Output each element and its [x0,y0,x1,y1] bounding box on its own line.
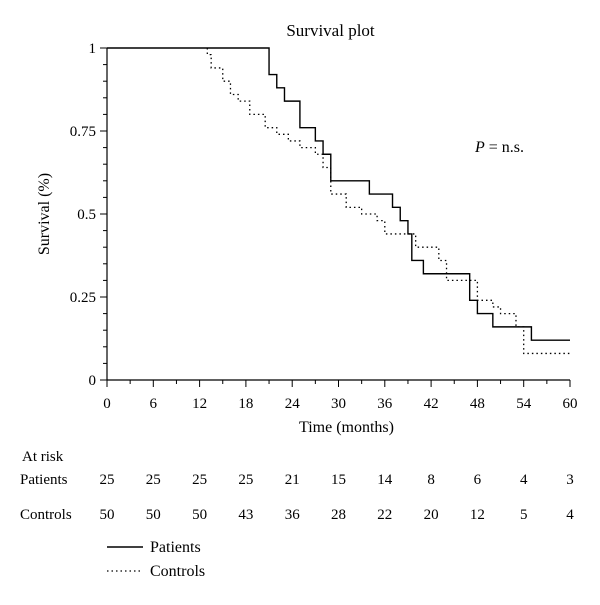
risk-value: 4 [520,472,528,488]
x-tick-label: 18 [238,396,253,412]
risk-value: 25 [192,472,207,488]
x-tick-label: 12 [192,396,207,412]
x-tick-label: 54 [516,396,532,412]
legend-label-controls: Controls [150,563,205,580]
y-tick-label: 1 [89,41,97,57]
risk-value: 8 [427,472,435,488]
p-value-annotation: P = n.s. [474,139,524,156]
y-tick-label: 0.5 [77,207,96,223]
risk-value: 3 [566,472,574,488]
risk-value: 50 [192,507,207,523]
x-tick-label: 60 [563,396,578,412]
risk-value: 4 [566,507,574,523]
y-tick-label: 0 [89,373,97,389]
risk-value: 21 [285,472,300,488]
x-tick-label: 42 [424,396,439,412]
risk-value: 15 [331,472,346,488]
p-value-text: = n.s. [485,139,524,156]
x-tick-label: 6 [150,396,158,412]
p-symbol: P [474,139,485,156]
x-tick-label: 0 [103,396,111,412]
x-tick-label: 36 [377,396,393,412]
risk-table-title: At risk [22,449,64,465]
risk-value: 50 [100,507,115,523]
x-tick-label: 30 [331,396,346,412]
y-tick-label: 0.75 [70,124,96,140]
controls-survival-curve [206,48,570,355]
y-tick-label: 0.25 [70,290,96,306]
legend-label-patients: Patients [150,539,201,556]
risk-value: 20 [424,507,439,523]
risk-value: 14 [377,472,393,488]
risk-value: 25 [146,472,161,488]
y-axis-label: Survival (%) [36,173,53,255]
risk-value: 36 [285,507,301,523]
risk-value: 5 [520,507,528,523]
patients-survival-curve [107,47,570,341]
risk-value: 6 [474,472,482,488]
risk-value: 50 [146,507,161,523]
risk-value: 25 [238,472,253,488]
risk-value: 12 [470,507,485,523]
risk-value: 43 [238,507,253,523]
risk-value: 25 [100,472,115,488]
risk-value: 28 [331,507,346,523]
risk-value: 22 [377,507,392,523]
x-tick-label: 48 [470,396,485,412]
x-tick-label: 24 [285,396,301,412]
x-axis-label: Time (months) [299,419,394,436]
chart-title: Survival plot [286,21,375,40]
risk-row-label: Patients [20,472,68,488]
risk-row-label: Controls [20,507,72,523]
